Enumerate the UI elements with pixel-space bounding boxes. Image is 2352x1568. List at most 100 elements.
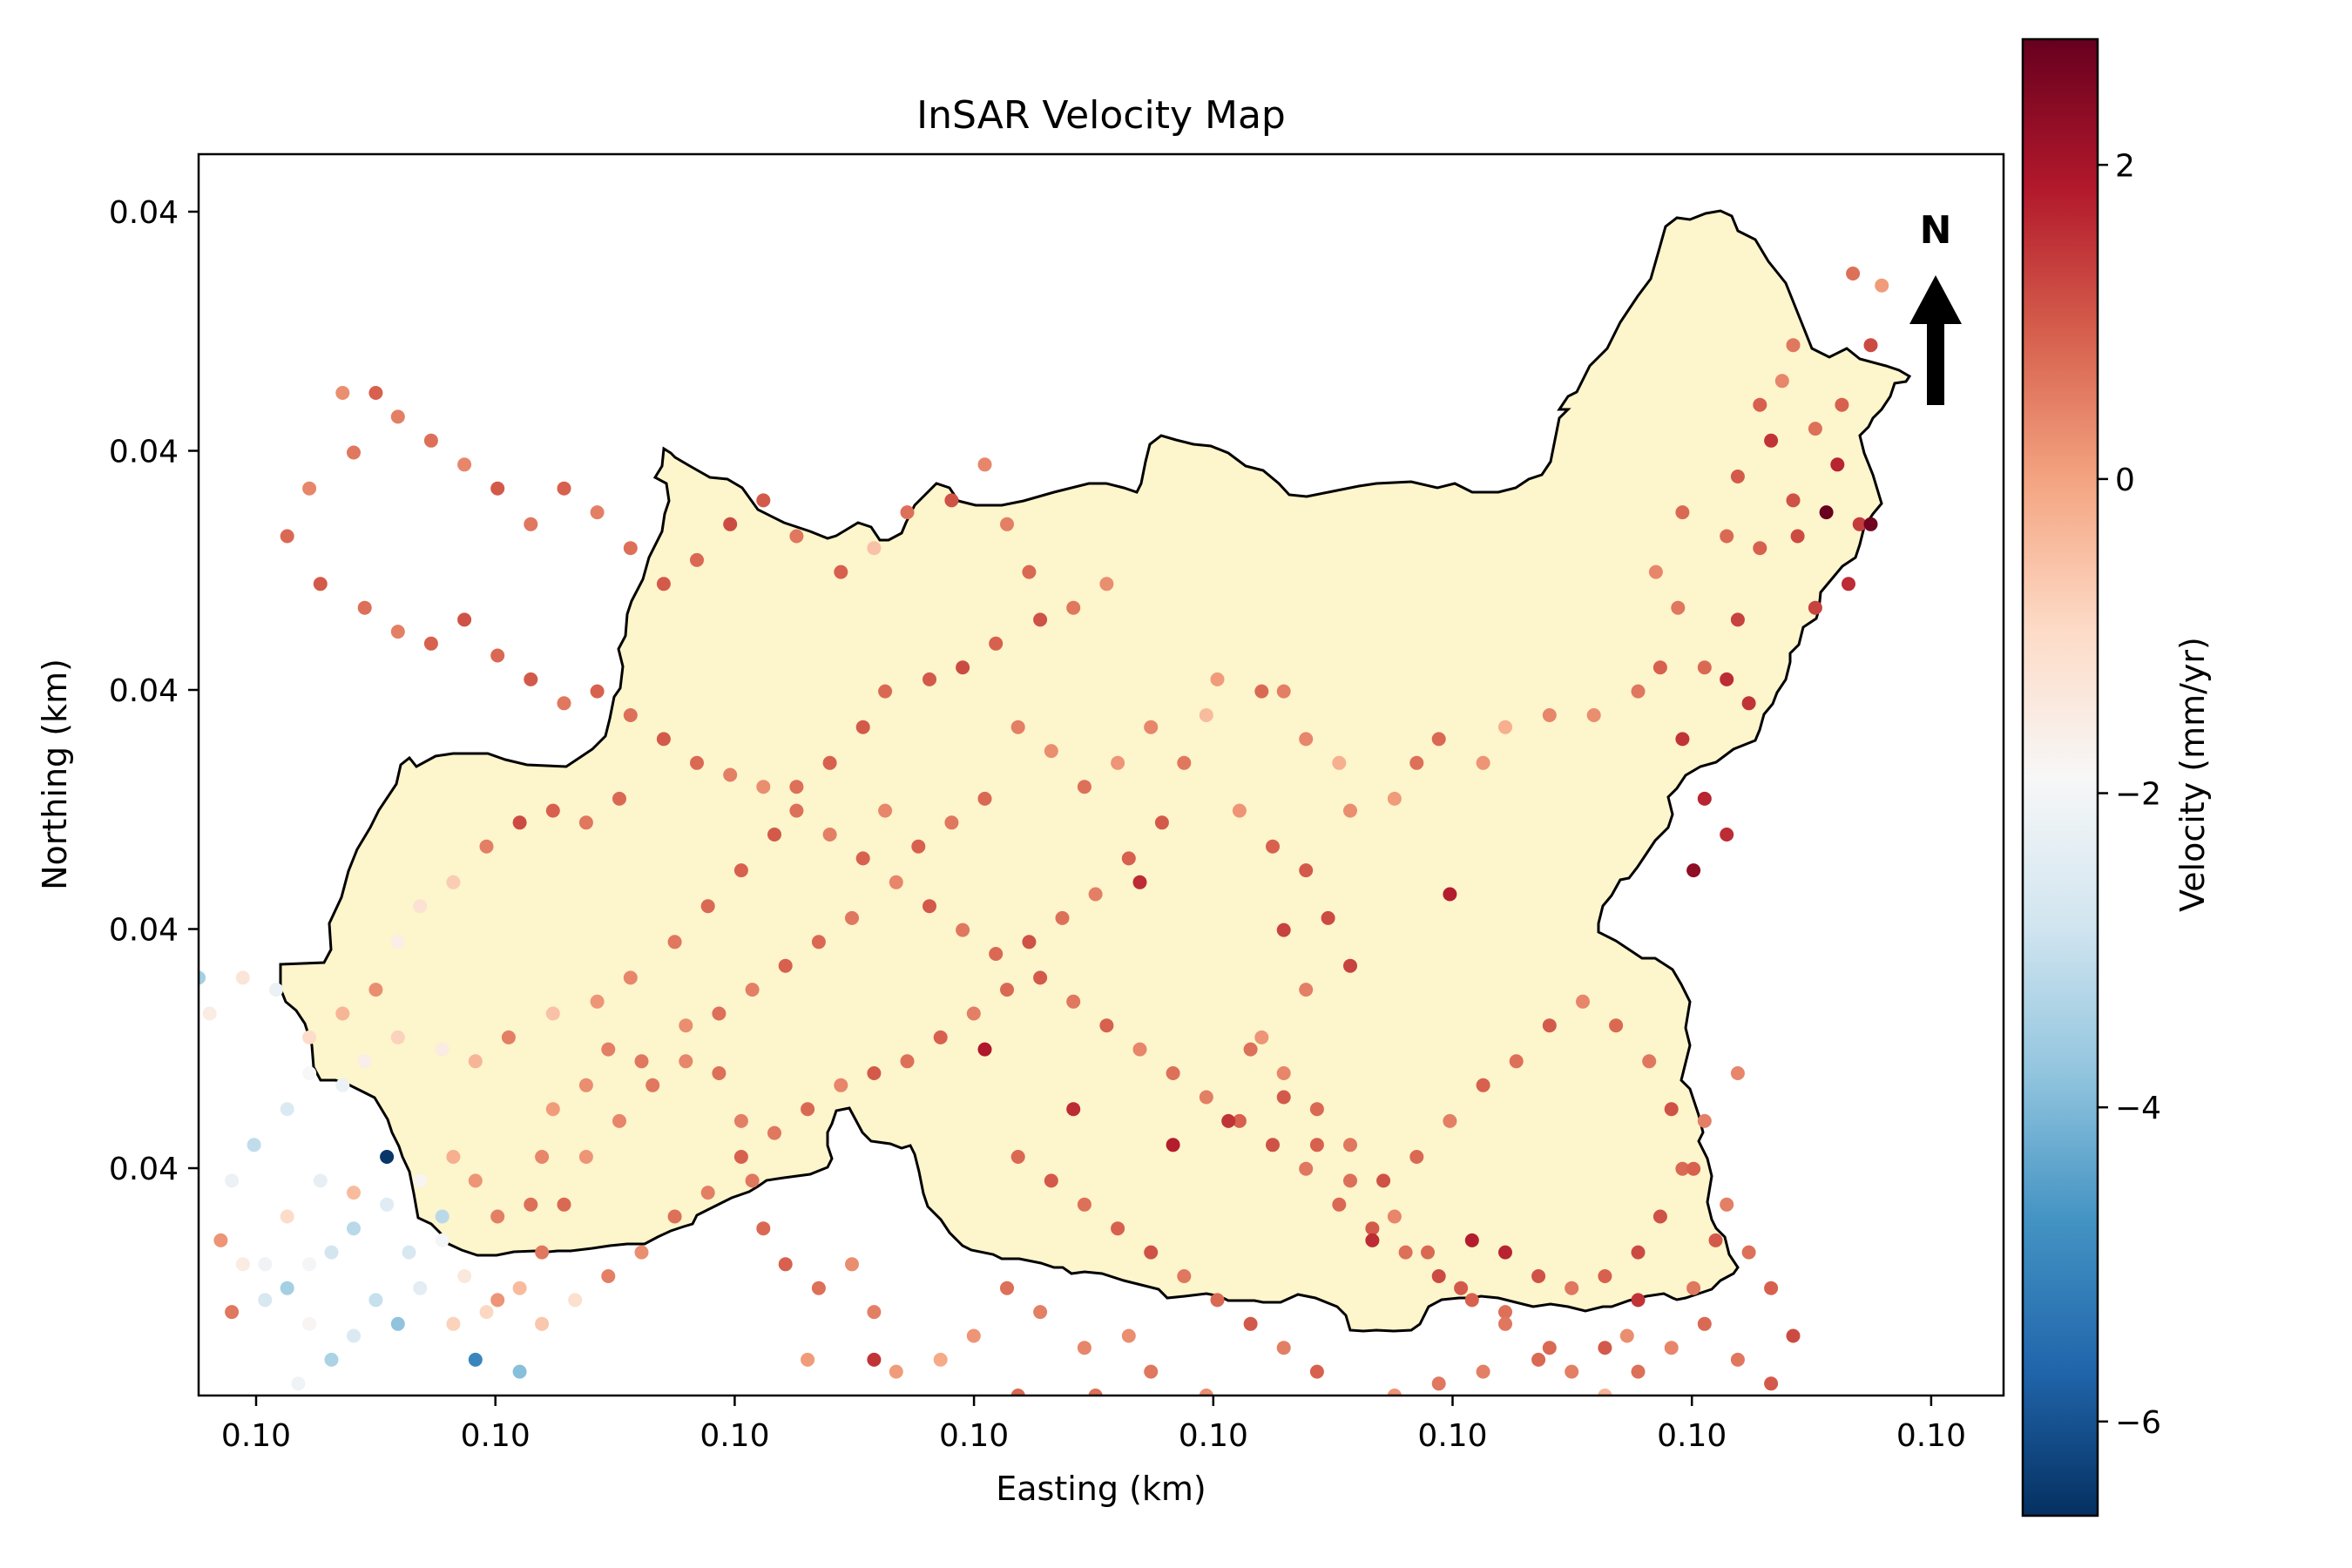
velocity-point <box>1309 1138 1324 1152</box>
velocity-point <box>501 1030 516 1044</box>
velocity-point <box>1565 1460 1578 1474</box>
velocity-point <box>1066 994 1081 1009</box>
velocity-point <box>1808 422 1822 436</box>
velocity-point <box>368 386 383 400</box>
velocity-point <box>1010 1389 1025 1396</box>
velocity-point <box>558 1412 571 1426</box>
velocity-points <box>0 267 1889 1545</box>
velocity-point <box>1121 851 1136 866</box>
velocity-point <box>867 541 882 556</box>
velocity-point <box>446 1150 461 1164</box>
x-tick-label: 0.10 <box>461 1418 531 1454</box>
velocity-point <box>1387 791 1402 806</box>
velocity-point <box>1365 1233 1380 1247</box>
velocity-point <box>302 1257 317 1272</box>
velocity-point <box>700 899 715 914</box>
plot-frame <box>197 152 2005 1397</box>
velocity-point <box>302 1030 317 1044</box>
velocity-point <box>1697 1316 1712 1331</box>
velocity-point <box>834 564 848 579</box>
velocity-point <box>1276 1090 1291 1105</box>
x-tick-label: 0.10 <box>1179 1418 1248 1454</box>
velocity-point <box>645 1078 660 1092</box>
velocity-point <box>48 1102 62 1116</box>
velocity-point <box>357 600 372 615</box>
velocity-point <box>733 1150 748 1164</box>
velocity-point <box>1332 1197 1347 1212</box>
velocity-point <box>1631 684 1646 699</box>
velocity-point <box>1199 708 1213 722</box>
velocity-point <box>1698 1484 1712 1498</box>
velocity-point <box>612 1113 626 1128</box>
velocity-point <box>1764 433 1779 448</box>
y-axis: 0.04 0.04 0.04 0.04 0.04 Northing (km) <box>36 195 199 1187</box>
velocity-point <box>1652 660 1667 675</box>
velocity-point <box>1299 863 1314 878</box>
velocity-point <box>1022 564 1037 579</box>
velocity-point <box>779 1531 793 1545</box>
velocity-point <box>1787 1436 1801 1450</box>
velocity-point <box>170 1031 184 1044</box>
chart-title: InSAR Velocity Map <box>916 93 1286 138</box>
velocity-point <box>390 625 405 639</box>
velocity-point <box>1741 696 1756 711</box>
x-axis-label: Easting (km) <box>996 1470 1206 1508</box>
velocity-point <box>1288 1424 1302 1438</box>
velocity-point <box>746 1484 760 1498</box>
velocity-point <box>357 1054 372 1069</box>
velocity-point <box>435 1233 449 1247</box>
velocity-point <box>114 1246 128 1260</box>
velocity-point <box>1232 803 1247 818</box>
colorbar-gradient <box>2021 37 2099 1517</box>
velocity-point <box>989 947 1004 961</box>
velocity-point <box>0 983 6 997</box>
colorbar-tick-label: 0 <box>2115 463 2135 498</box>
velocity-point <box>1343 1173 1357 1188</box>
velocity-point <box>966 1006 981 1021</box>
velocity-point <box>933 1352 948 1367</box>
velocity-point <box>1000 517 1014 531</box>
velocity-point <box>1648 564 1663 579</box>
velocity-point <box>1000 983 1014 997</box>
x-axis: 0.10 0.10 0.10 0.10 0.10 0.10 0.10 0.10 Easting… <box>221 1396 1966 1508</box>
velocity-point <box>1753 397 1767 412</box>
velocity-point <box>1565 1364 1579 1379</box>
velocity-point <box>1576 994 1590 1009</box>
x-tick-label: 0.10 <box>1657 1418 1727 1454</box>
velocity-point <box>578 1078 593 1092</box>
velocity-point <box>468 1352 483 1367</box>
velocity-point <box>1697 1113 1712 1128</box>
y-tick-label: 0.04 <box>109 1152 179 1187</box>
velocity-point <box>1609 1436 1623 1450</box>
velocity-point <box>1454 1281 1469 1295</box>
velocity-point <box>413 899 428 914</box>
velocity-point <box>1476 1078 1490 1092</box>
velocity-point <box>423 636 438 651</box>
velocity-point <box>347 445 361 460</box>
velocity-point <box>1498 720 1512 734</box>
velocity-point <box>1044 1173 1058 1188</box>
velocity-point <box>1443 1113 1457 1128</box>
velocity-point <box>1842 577 1855 591</box>
region-polygon <box>279 209 1912 1333</box>
velocity-point <box>1431 1376 1446 1391</box>
velocity-point <box>225 1305 240 1320</box>
velocity-point <box>1387 1389 1402 1396</box>
y-tick-label: 0.04 <box>109 195 179 231</box>
velocity-point <box>1531 1352 1546 1367</box>
velocity-point <box>468 1054 483 1069</box>
velocity-point <box>1077 1341 1092 1355</box>
colorbar-label: Velocity (mm/yr) <box>2173 637 2212 912</box>
velocity-point <box>811 935 826 950</box>
velocity-point <box>1586 708 1601 722</box>
velocity-point <box>889 1364 903 1379</box>
velocity-point <box>1309 1102 1324 1117</box>
velocity-point <box>380 1197 395 1212</box>
velocity-point <box>147 995 161 1009</box>
velocity-point <box>733 863 748 878</box>
velocity-point <box>878 803 893 818</box>
velocity-point <box>1332 755 1347 770</box>
velocity-point <box>679 1054 693 1069</box>
velocity-point <box>733 1113 748 1128</box>
velocity-point <box>203 1401 217 1415</box>
